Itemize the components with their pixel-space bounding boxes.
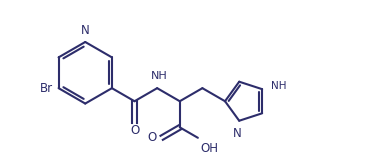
Text: OH: OH bbox=[201, 142, 219, 156]
Text: NH: NH bbox=[151, 71, 167, 81]
Text: O: O bbox=[130, 124, 139, 137]
Text: N: N bbox=[233, 127, 242, 140]
Text: O: O bbox=[148, 131, 157, 144]
Text: NH: NH bbox=[272, 81, 287, 91]
Text: N: N bbox=[81, 24, 90, 37]
Text: Br: Br bbox=[40, 82, 53, 95]
